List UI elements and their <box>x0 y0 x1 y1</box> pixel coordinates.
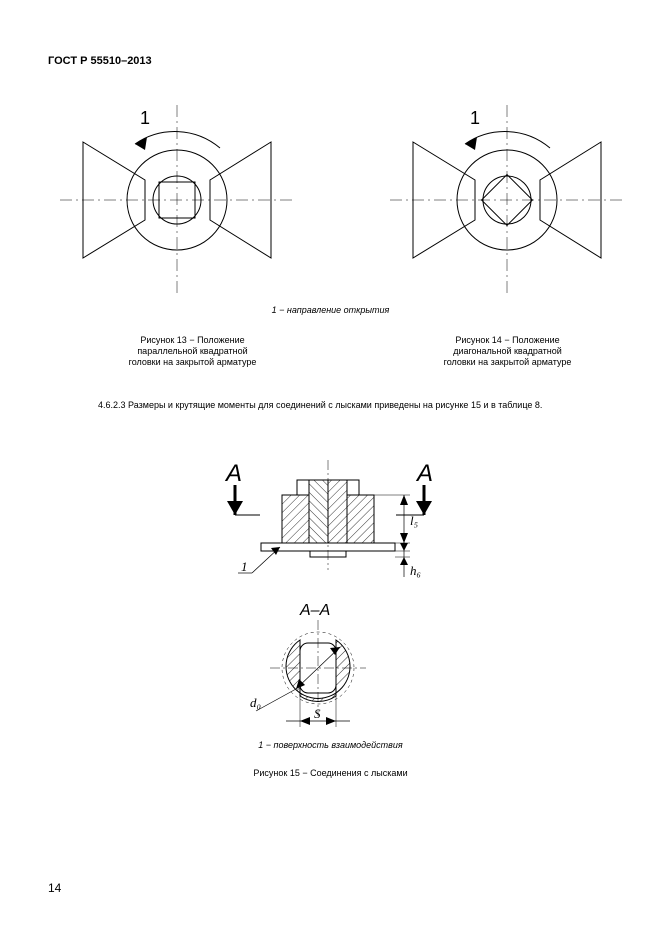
fig14-cap-l3: головки на закрытой арматуре <box>444 357 572 367</box>
figure-14-caption: Рисунок 14 − Положение диагональной квад… <box>385 335 630 367</box>
fig13-cap-l2: параллельной квадратной <box>137 346 247 356</box>
fig14-cap-l1: Рисунок 14 − Положение <box>455 335 559 345</box>
fig15-dim-h6: h₆ <box>410 563 421 578</box>
figure-row: 1 1 <box>0 100 661 300</box>
fig14-cap-l2: диагональной квадратной <box>453 346 562 356</box>
fig15-A-left: А <box>224 460 242 487</box>
figure-15: А А <box>0 455 661 775</box>
figure-15-caption: Рисунок 15 − Соединения с лысками <box>0 768 661 779</box>
paragraph-4-6-2-3: 4.6.2.3 Размеры и крутящие моменты для с… <box>48 400 613 411</box>
fig15-dim-d0: d₀ <box>250 695 261 710</box>
page-number: 14 <box>48 881 61 895</box>
figure-13-caption: Рисунок 13 − Положение параллельной квад… <box>70 335 315 367</box>
page-header: ГОСТ Р 55510–2013 <box>48 55 152 68</box>
fig13-label-1: 1 <box>140 108 150 128</box>
fig15-dim-l5: l₅ <box>410 513 418 528</box>
fig15-dim-S: S <box>314 706 321 721</box>
fig13-cap-l1: Рисунок 13 − Положение <box>140 335 244 345</box>
figures-13-14-subcaption: 1 − направление открытия <box>0 305 661 316</box>
figure-14: 1 <box>385 100 630 300</box>
fig15-A-right: А <box>415 460 433 487</box>
fig15-section-label: А–А <box>299 602 330 619</box>
figure-13: 1 <box>55 100 300 300</box>
fig14-label-1: 1 <box>470 108 480 128</box>
figure-15-subcaption: 1 − поверхность взаимодействия <box>0 740 661 751</box>
fig13-cap-l3: головки на закрытой арматуре <box>129 357 257 367</box>
fig15-leader-1: 1 <box>241 559 248 574</box>
